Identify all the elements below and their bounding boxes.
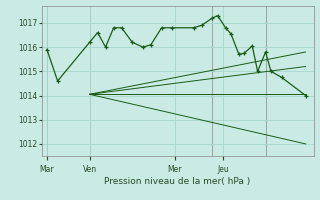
X-axis label: Pression niveau de la mer( hPa ): Pression niveau de la mer( hPa ) [104,177,251,186]
